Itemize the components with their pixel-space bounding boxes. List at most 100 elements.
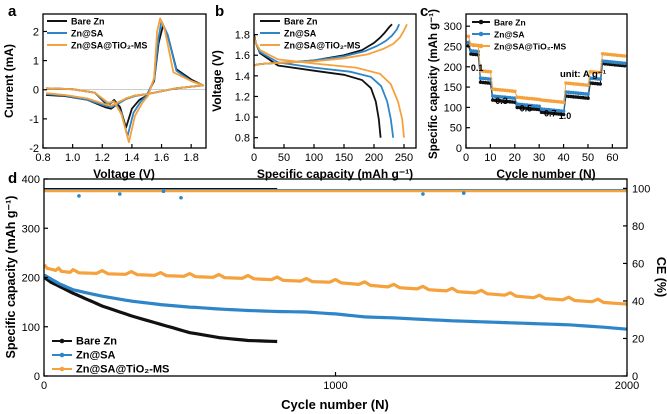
panel-c-frame [465,13,628,149]
c-point-sa [622,61,627,66]
panel-a-ticks: 0.8 1.0 1.2 1.4 1.6 1.8 -2 -1 0 1 2 [29,26,199,164]
c-point-bare [598,82,602,86]
d-ytick-label: 400 [22,174,40,186]
b-charge-tio2 [254,23,408,67]
d-legend-marker-bare [59,338,65,344]
a-series-tio2 [45,17,204,144]
b-legend-label-tio2: Zn@SA@TiO₂-MS [284,41,360,51]
panel-a-ylabel: Current (mA) [2,44,16,118]
d-ce-outlier [77,194,81,198]
d-ytick-label: 0 [34,371,40,383]
panel-b-legend: Bare Zn Zn@SA Zn@SA@TiO₂-MS [260,17,360,51]
b-ytick-label: 1.0 [235,112,250,124]
d-y2tick-label: 20 [632,333,644,345]
panel-a-frame [42,13,207,149]
c-xtick-label: 20 [509,152,521,164]
b-xtick-label: 0 [251,152,257,164]
d-capacity-bare [44,276,278,344]
panel-c-ylabel: Specific capacity (mAh g⁻¹) [428,9,440,159]
d-legend-label-tio2: Zn@SA@TiO₂-MS [76,364,169,376]
c-rate-label: 1.0 [559,111,572,121]
c-legend-label-sa: Zn@SA [494,30,524,40]
panel-b-plot [254,23,408,138]
b-xtick-label: 250 [395,152,413,164]
d-ce-outlier [179,195,183,200]
c-xtick-label: 10 [484,152,496,164]
b-xtick-label: 50 [278,152,290,164]
a-ytick-label: 2 [33,26,39,38]
d-ytick-label: 100 [22,322,40,334]
c-legend-label-bare: Bare Zn [494,18,526,28]
c-ytick-label: 250 [444,41,462,53]
a-ytick-label: -1 [29,114,39,126]
panel-label-d: d [8,170,17,187]
c-xtick-label: 50 [582,152,594,164]
c-xtick-label: 60 [606,152,618,164]
c-ytick-label: 0 [456,143,462,155]
d-ce-outlier [421,192,425,196]
b-ytick-label: 0.8 [235,133,250,145]
b-legend-label-bare: Bare Zn [284,17,318,27]
d-y2tick-label: 40 [632,296,644,308]
c-ytick-label: 50 [450,123,462,135]
b-legend-label-sa: Zn@SA [284,29,317,39]
c-point-bare [561,112,566,117]
c-ytick-label: 100 [444,102,462,114]
d-legend-marker-sa [59,352,65,358]
a-ytick-label: 0 [33,85,39,97]
c-legend-marker-sa [478,31,484,37]
a-series-sa [45,20,204,138]
a-ytick-label: 1 [33,56,39,68]
panel-a-legend: Bare Zn Zn@SA Zn@SA@TiO₂-MS [47,17,147,51]
d-xtick-label: 1000 [323,380,347,392]
a-xtick-label: 1.6 [154,152,169,164]
c-point-tio2 [598,70,602,75]
c-point-tio2 [513,89,517,94]
panel-b-xlabel: Specific capacity (mAh g⁻¹) [257,167,413,181]
c-point-tio2 [622,54,627,58]
panel-b-ticks: 0 50 100 150 200 250 0.8 1.0 1.2 1.4 1.6 1.8 [235,30,413,164]
panel-c-annotations: 0.1 0.3 0.5 0.7 1.0 [471,63,571,121]
d-y2tick-label: 80 [632,221,644,233]
d-ce-outlier [161,189,166,193]
d-y2tick-label: 0 [632,371,638,383]
c-point-sa [537,104,541,109]
c-point-sa [586,92,590,96]
panel-d-xlabel: Cycle number (N) [281,397,389,412]
d-y2tick-label: 100 [632,183,650,195]
c-ytick-label: 200 [444,62,462,74]
d-capacity-sa [44,273,627,331]
d-ce-outlier [461,191,466,195]
c-rate-label: 0.5 [520,103,533,113]
d-xtick-label: 2000 [615,380,639,392]
c-rate-label: 0.7 [544,108,557,118]
c-point-tio2 [561,100,566,105]
d-legend-label-sa: Zn@SA [76,350,116,362]
c-point-tio2 [488,70,493,74]
b-xtick-label: 100 [305,152,323,164]
a-ytick-label: -2 [29,143,39,155]
a-xtick-label: 1.0 [65,152,80,164]
b-xtick-label: 150 [335,152,353,164]
a-legend-label-sa: Zn@SA [71,29,104,39]
c-point-sa [561,109,566,113]
panel-c: c 0 10 20 30 40 50 60 0 50 100 150 200 250 300 Cycle … [420,3,628,181]
c-point-tio2 [466,34,471,39]
a-legend-label-bare: Bare Zn [71,17,105,27]
panel-c-legend: Bare Zn Zn@SA Zn@SA@TiO₂-MS [472,18,566,52]
panel-d-legend: Bare Zn Zn@SA Zn@SA@TiO₂-MS [52,336,169,376]
d-ce-outlier [117,192,122,196]
panel-a-xlabel: Voltage (V) [93,167,155,181]
c-legend-marker-bare [478,19,484,25]
panel-b: b 0 50 100 150 200 250 0.8 1.0 1.2 1.4 1.6 1.8 Spec… [210,3,417,181]
panel-label-c: c [420,3,428,20]
c-rate-label: 0.3 [495,96,508,106]
d-legend-label-bare: Bare Zn [76,336,117,348]
d-capacity-tio2 [44,263,627,306]
panel-b-frame [253,13,417,149]
b-ytick-label: 1.6 [235,50,250,62]
panel-c-ticks: 0 10 20 30 40 50 60 0 50 100 150 200 250 300 [444,21,619,164]
panel-label-a: a [8,3,17,20]
